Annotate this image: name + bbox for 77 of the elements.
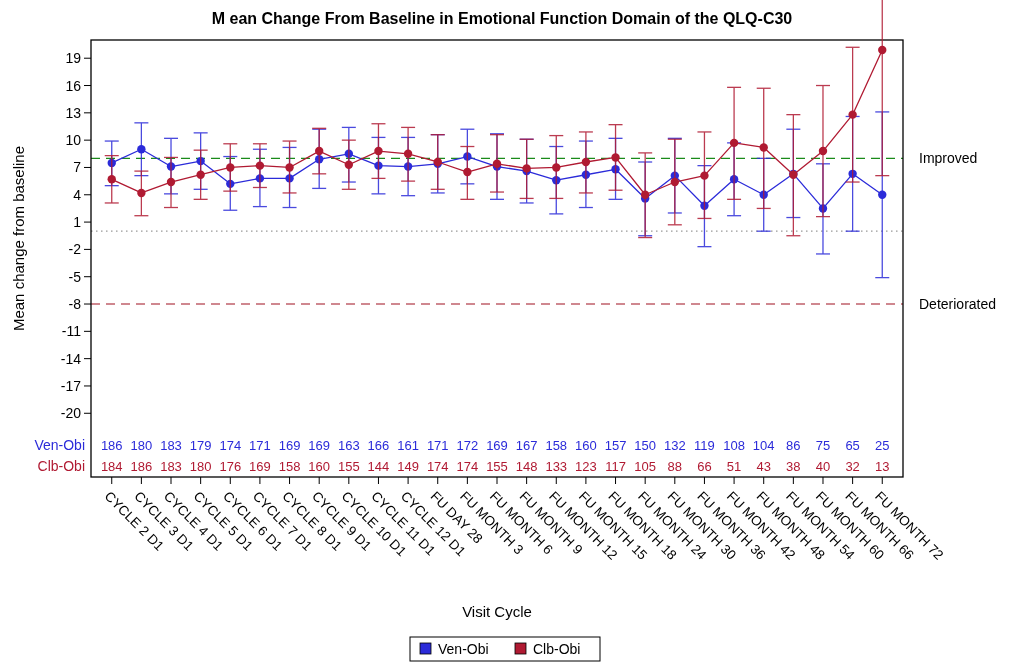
ref-line-label: Improved [919,150,978,167]
annotation: 169 [278,438,301,453]
annotation: 160 [308,459,331,474]
annotation: 184 [100,459,123,474]
annotation: 158 [278,459,301,474]
annotation: 108 [723,438,745,453]
annotation: 171 [249,438,271,453]
y-tick-label: -20 [60,405,82,422]
annotation: 65 [845,438,860,453]
annotation: 150 [634,438,657,453]
x-axis-title: Visit Cycle [462,603,532,620]
annotation: 155 [486,459,508,474]
annotation: 160 [575,438,597,453]
annotation: 13 [875,459,890,474]
y-tick-label: 1 [73,214,82,231]
annotation: 169 [486,438,508,453]
y-tick-label: 7 [73,159,82,176]
annotation: 40 [815,459,831,474]
annotation: 174 [456,459,479,474]
annotation: 148 [515,459,538,474]
ref-line-label: Deteriorated [919,296,997,313]
legend-label: Clb-Obi [533,641,581,657]
annotation: 176 [219,459,242,474]
annotation: 104 [752,438,775,453]
y-tick-label: 4 [73,186,82,203]
annotation: 123 [575,459,597,474]
annotation: 171 [426,438,449,453]
annotation: 174 [219,438,242,453]
y-tick-label: -5 [68,268,82,285]
annotation: 88 [667,459,683,474]
annotation: 144 [367,459,390,474]
legend-label: Ven-Obi [438,641,489,657]
annotation: 161 [397,438,419,453]
text: Clb-Obi [37,458,85,474]
chart-title: M ean Change From Baseline in Emotional Function Domain of the QLQ-C30 [211,10,793,27]
y-tick-label: 10 [65,132,82,149]
annotation: 32 [845,459,860,474]
annotation: 169 [308,438,331,453]
y-tick-label: -8 [68,296,82,313]
annotation: 86 [786,438,801,453]
annotation: 180 [130,438,153,453]
y-tick-label: -11 [61,323,82,340]
annotation: 117 [605,459,626,474]
annotation: 51 [726,459,742,474]
annotation: 38 [786,459,801,474]
annotation: 119 [694,438,715,453]
annotation: 174 [426,459,449,474]
annotation: 186 [130,459,153,474]
annotation: 133 [545,459,568,474]
annotation: 25 [875,438,890,453]
annotation: 183 [160,438,182,453]
annotation: 183 [160,459,182,474]
annotation: 166 [367,438,390,453]
y-tick-label: -14 [60,350,82,367]
y-axis-title: Mean change from baseline [10,145,27,332]
annotation: 105 [634,459,657,474]
y-tick-label: 13 [65,104,82,121]
annotation: 158 [545,438,568,453]
annotation: 172 [456,438,479,453]
annotation: 179 [189,438,212,453]
text: Ven-Obi [34,437,85,453]
annotation: 66 [697,459,712,474]
annotation: 155 [337,459,360,474]
annotation: 132 [663,438,686,453]
y-tick-label: 16 [65,77,82,94]
annotation: 186 [100,438,123,453]
annotation: 75 [815,438,831,453]
annotation: 180 [189,459,212,474]
annotation: 167 [515,438,538,453]
annotation: 149 [397,459,419,474]
annotation: 163 [337,438,360,453]
y-tick-label: -17 [60,377,82,394]
y-tick-label: -2 [68,241,82,258]
y-tick-label: 19 [65,50,82,67]
annotation: 43 [756,459,771,474]
annotation: 169 [249,459,271,474]
annotation: 157 [604,438,627,453]
